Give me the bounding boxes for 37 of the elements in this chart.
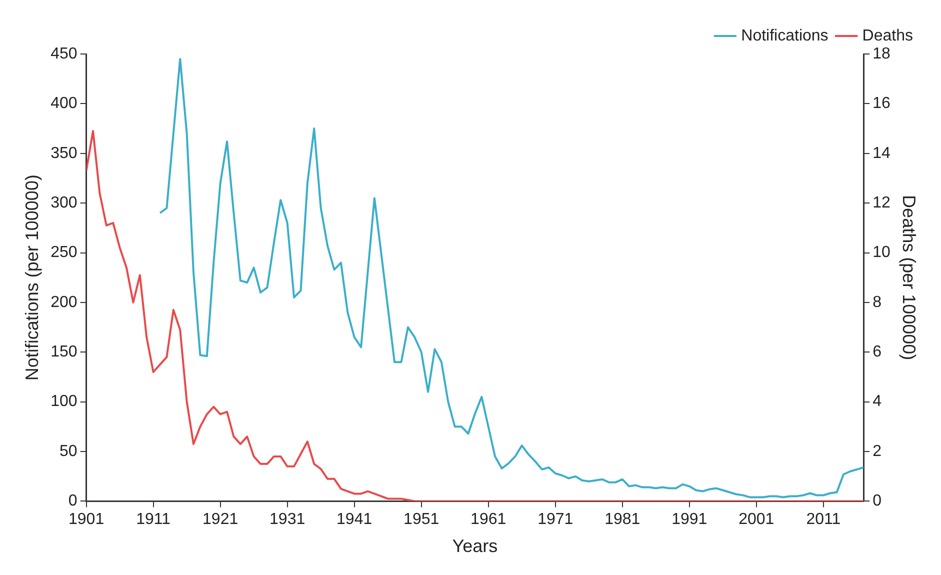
y2-tick-label: 0	[872, 492, 882, 510]
y-tick-label: 100	[50, 393, 78, 410]
legend-label: Deaths	[862, 27, 914, 44]
legend-label: Notifications	[741, 27, 828, 44]
y2-tick-label: 8	[872, 294, 882, 311]
x-tick-label: 1961	[470, 511, 506, 528]
y-tick-label: 200	[50, 294, 78, 311]
x-tick-label: 1991	[672, 511, 708, 528]
y2-tick-label: 2	[872, 442, 882, 460]
y-tick-label: 450	[50, 45, 78, 62]
y2-tick-label: 4	[872, 393, 882, 410]
x-axis-title: Years	[452, 536, 498, 556]
y-tick-label: 50	[60, 442, 78, 460]
x-tick-label: 1941	[336, 511, 372, 528]
y2-axis-title: Deaths (per 100000)	[899, 195, 920, 360]
y2-tick-label: 6	[872, 344, 882, 361]
y-tick-label: 400	[50, 95, 78, 112]
x-tick-label: 1951	[404, 511, 440, 528]
y2-tick-label: 10	[872, 244, 890, 262]
y-tick-label: 0	[68, 492, 78, 510]
y2-tick-label: 12	[872, 194, 890, 212]
y-tick-label: 150	[50, 344, 78, 361]
y-tick-label: 250	[50, 244, 78, 262]
x-tick-label: 1901	[68, 511, 104, 528]
x-tick-label: 1931	[270, 511, 306, 528]
y2-tick-label: 14	[872, 144, 890, 162]
y2-tick-label: 18	[872, 45, 890, 62]
x-tick-label: 1921	[202, 511, 238, 528]
y-axis-title: Notifications (per 100000)	[22, 174, 42, 381]
x-tick-label: 2011	[806, 511, 841, 528]
y-tick-label: 300	[50, 194, 78, 212]
y-tick-label: 350	[50, 144, 78, 162]
x-tick-label: 2001	[738, 511, 774, 528]
x-tick-label: 1911	[136, 511, 171, 528]
x-tick-label: 1971	[538, 511, 574, 528]
x-tick-label: 1981	[604, 511, 640, 528]
y2-tick-label: 16	[872, 95, 890, 112]
